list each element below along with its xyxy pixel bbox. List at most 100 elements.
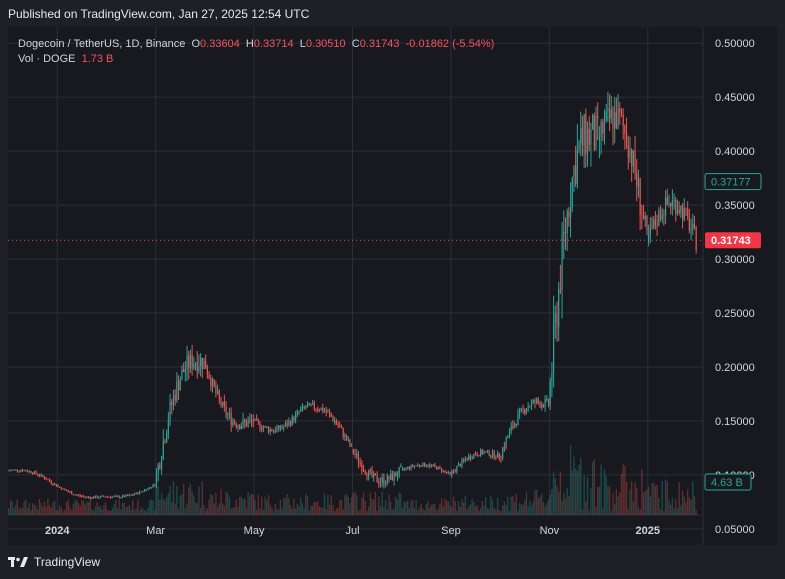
volume-bar [113,503,115,515]
volume-bar [417,510,419,515]
candle-body [245,421,248,427]
candlestick-chart[interactable]: 0.50000 0.45000 0.40000 0.35000 0.30000 0.250… [8,27,777,545]
candle-body [537,399,539,403]
candle-body [205,361,207,369]
volume-bar [242,499,244,515]
volume-bar [142,508,144,515]
candle-body [144,489,146,492]
volume-bar [625,482,628,515]
volume-bar [64,509,66,515]
candle-body [500,456,502,458]
volume-bar [201,481,203,515]
volume-bar [42,506,44,515]
volume-bar [600,464,602,515]
volume-bar [70,510,73,515]
candle-body [50,481,52,484]
candle-body [99,496,102,498]
price-tick-label: 0.05000 [715,524,755,536]
volume-bar [561,500,563,515]
candle-body [648,235,650,243]
candle-body [642,215,645,220]
volume-bar [223,506,226,515]
candle-body [32,472,34,474]
volume-bar [199,507,202,515]
volume-bar [532,501,534,515]
volume-bar [23,501,25,515]
candle-body [135,492,137,495]
volume-bar [479,507,482,515]
volume-bar [87,502,90,515]
volume-bar [400,493,402,515]
candle-body [81,496,83,498]
candle-body [323,411,326,413]
candle-body [26,471,29,473]
volume-bar [220,489,222,515]
candle-body [637,178,640,187]
volume-bar [678,482,680,515]
volume-bar [615,488,618,515]
volume-bar [208,499,210,515]
volume-bar [486,508,489,515]
volume-bar [337,507,339,515]
candle-body [444,470,446,472]
volume-bar [429,507,431,515]
candle-body [481,450,483,455]
candle-body [547,399,550,406]
volume-bar [473,502,475,515]
volume-bar [347,496,349,515]
volume-badge-label: 4.63 B [711,477,743,489]
volume-bar [683,496,685,515]
volume-bar [244,498,246,515]
volume-bar [361,498,363,515]
volume-bar [651,483,653,515]
candle-body [230,413,232,425]
candle-body [401,468,404,471]
volume-bar [598,486,601,515]
volume-bar [286,493,288,515]
chart-pane[interactable]: 0.50000 0.45000 0.40000 0.35000 0.30000 0.250… [8,27,777,545]
volume-bar [418,507,421,515]
candle-body [680,206,682,213]
volume-bar [420,504,422,515]
candle-body [351,445,353,447]
volume-bar [233,507,236,515]
candle-body [391,473,393,481]
candle-body [553,322,555,374]
candle-body [345,434,348,441]
volume-bar [673,508,675,515]
candle-body [252,420,254,423]
candle-body [659,210,662,220]
volume-bar [507,496,509,515]
volume-bar [646,489,648,515]
volume-bar [237,506,239,515]
candle-body [106,496,108,498]
volume-bar [566,488,568,515]
volume-bar [427,500,429,515]
volume-bar [371,498,373,515]
candle-body [137,492,139,495]
candle-body [295,413,297,421]
candle-body [673,200,675,202]
volume-bar [281,507,283,515]
volume-bar [568,495,570,515]
candle-body [184,369,186,373]
candle-body [322,407,324,412]
candle-body [687,209,689,216]
candle-body [561,234,563,291]
candle-body [578,142,580,150]
volume-bar [232,507,234,515]
symbol-title[interactable]: Dogecoin / TetherUS, 1D, Binance [18,38,186,50]
candle-body [328,411,331,414]
volume-bar [94,506,97,515]
candle-body [625,132,628,146]
volume-bar [423,510,426,515]
volume-bar [21,508,24,515]
volume-bar [262,509,265,515]
volume-bar [116,508,119,515]
candle-body [189,354,192,369]
volume-bar [25,499,27,515]
volume-bar [546,503,548,515]
candle-body [305,406,307,408]
volume-bar [581,509,584,515]
volume-bar [554,477,556,515]
